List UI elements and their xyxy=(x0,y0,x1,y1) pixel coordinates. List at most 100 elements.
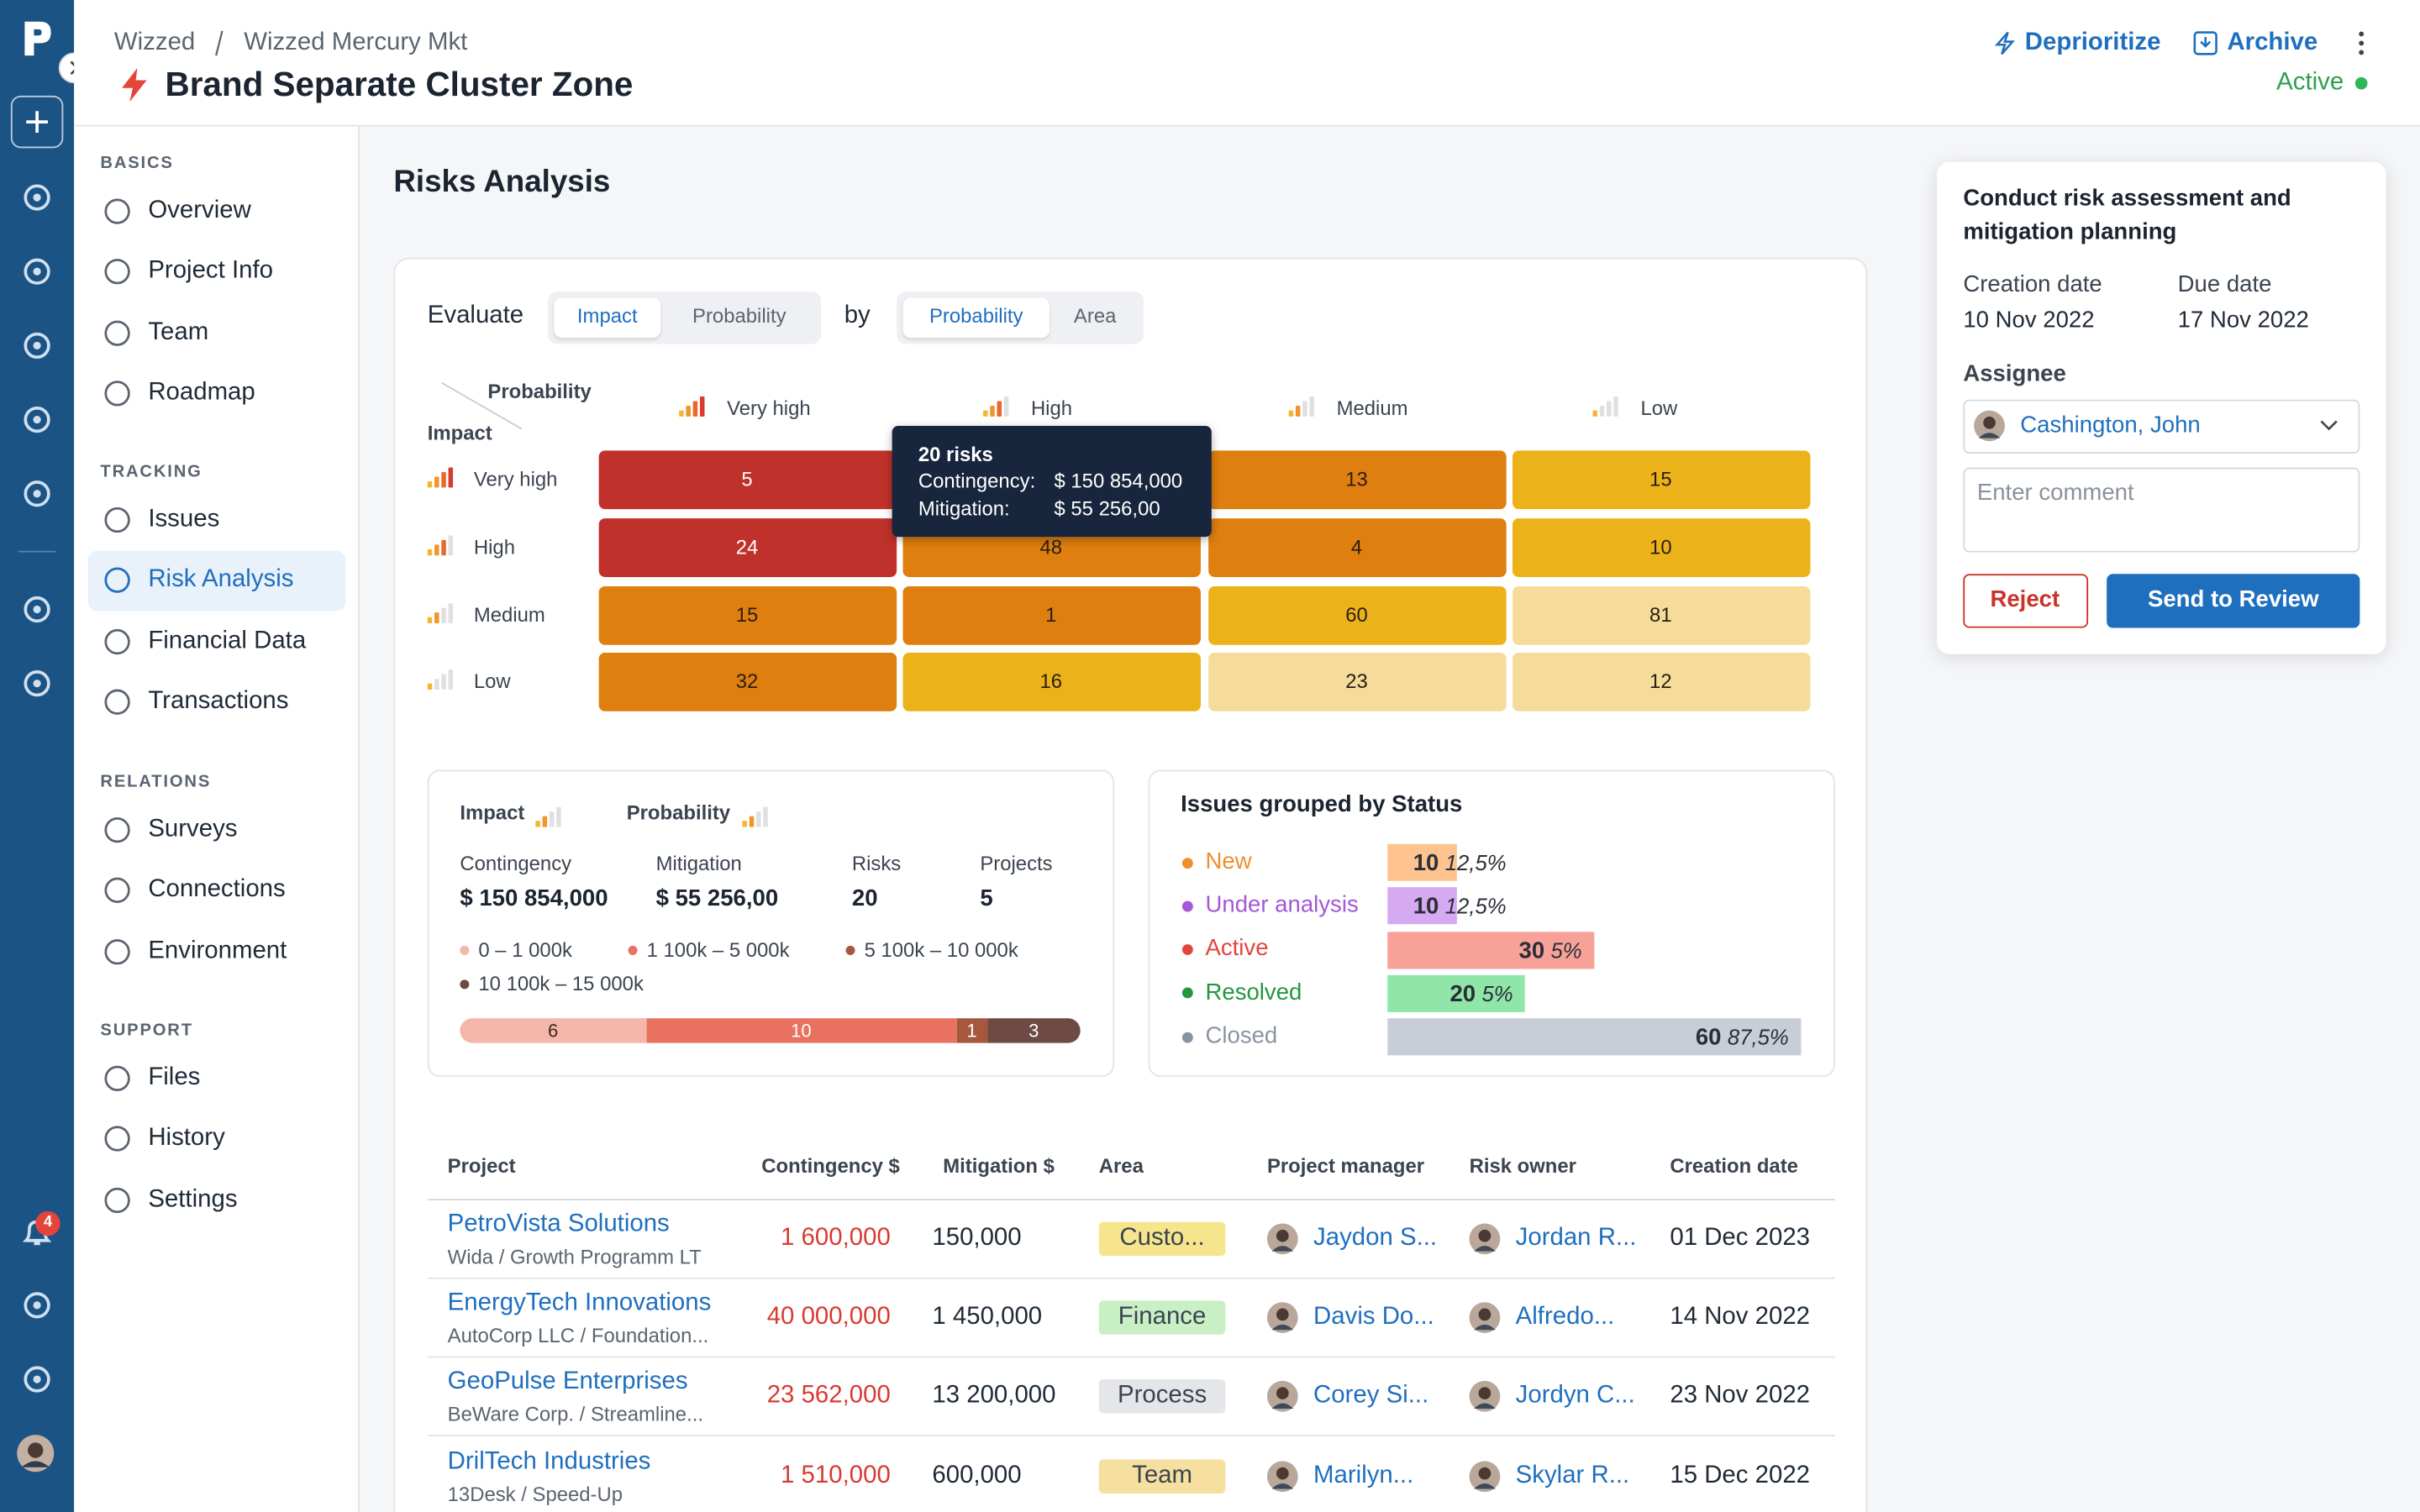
risk-owner[interactable]: Alfredo... xyxy=(1515,1304,1615,1331)
segment-option[interactable]: Probability xyxy=(692,303,786,328)
matrix-cell[interactable] xyxy=(1208,518,1507,577)
project-manager[interactable]: Corey Si... xyxy=(1313,1383,1429,1410)
segment-option[interactable]: Impact xyxy=(576,303,638,328)
rail-icon[interactable] xyxy=(24,1291,51,1319)
legend-dot xyxy=(845,945,855,955)
sidebar-item[interactable]: Connections xyxy=(148,876,286,904)
column-header: Risk owner xyxy=(1469,1153,1576,1178)
sidebar-item[interactable]: Settings xyxy=(148,1185,238,1213)
sidebar-item[interactable]: Financial Data xyxy=(148,627,307,654)
review-button[interactable] xyxy=(2107,574,2360,628)
segment-option[interactable]: Probability xyxy=(929,303,1023,328)
segment-count: 6 xyxy=(547,1019,559,1041)
matrix-cell[interactable] xyxy=(598,585,897,645)
risk-owner[interactable]: Jordyn C... xyxy=(1515,1383,1635,1410)
rail-icon[interactable] xyxy=(24,480,51,507)
project-manager[interactable]: Jaydon S... xyxy=(1313,1225,1438,1252)
rail-icon[interactable] xyxy=(24,1366,51,1394)
sidebar-icon xyxy=(104,507,130,533)
more-menu[interactable] xyxy=(2357,31,2366,55)
rail-icon[interactable] xyxy=(24,332,51,360)
deprioritize-icon[interactable] xyxy=(1994,31,2016,55)
filter-label: Probability xyxy=(626,801,731,824)
table-header-line xyxy=(427,1199,1835,1200)
review-label[interactable]: Send to Review xyxy=(2147,585,2319,612)
sidebar-item[interactable]: Team xyxy=(148,318,209,345)
sidebar-item[interactable]: Project Info xyxy=(148,258,273,285)
range-segment xyxy=(460,1018,646,1043)
level-icon xyxy=(983,396,1009,417)
sidebar-item[interactable]: Transactions xyxy=(148,688,289,715)
priority-icon xyxy=(122,67,147,102)
archive-icon[interactable] xyxy=(2193,31,2217,55)
matrix-cell[interactable] xyxy=(902,585,1201,645)
project-manager[interactable]: Marilyn... xyxy=(1313,1462,1414,1488)
sidebar-item[interactable]: Environment xyxy=(148,937,287,964)
segment-option[interactable]: Area xyxy=(1073,303,1117,328)
rail-icon[interactable] xyxy=(24,258,51,286)
breadcrumb[interactable]: Wizzed Mercury Mkt xyxy=(244,29,468,56)
matrix-cell[interactable] xyxy=(598,652,897,711)
project-client: Wida / Growth Programm LT xyxy=(447,1245,702,1268)
project-client: 13Desk / Speed-Up xyxy=(447,1482,623,1505)
matrix-cell[interactable] xyxy=(1512,450,1811,510)
project-name[interactable]: EnergyTech Innovations xyxy=(447,1289,712,1317)
matrix-cell[interactable] xyxy=(1512,652,1811,711)
matrix-cell[interactable] xyxy=(598,518,897,577)
column-header: Area xyxy=(1098,1153,1144,1178)
matrix-cell[interactable] xyxy=(1208,585,1507,645)
status-bar-label: 30 5% xyxy=(1518,936,1581,965)
rail-icon[interactable] xyxy=(24,669,51,697)
metric-label: Projects xyxy=(980,851,1053,875)
cell-value: 12 xyxy=(1649,669,1672,693)
manager-avatar xyxy=(1266,1460,1298,1492)
status-percent: 5% xyxy=(1550,937,1582,963)
deprioritize-action[interactable]: Deprioritize xyxy=(2024,29,2161,56)
project-name[interactable]: PetroVista Solutions xyxy=(447,1210,670,1238)
sidebar-item[interactable]: Roadmap xyxy=(148,379,255,407)
archive-action[interactable]: Archive xyxy=(2227,29,2318,56)
matrix-cell[interactable] xyxy=(1208,652,1507,711)
column-label: High xyxy=(1030,396,1073,420)
level-icon xyxy=(427,467,454,488)
level-icon xyxy=(535,806,561,827)
tooltip-value: $ 55 256,00 xyxy=(1054,496,1160,520)
add-button[interactable] xyxy=(10,95,64,149)
project-manager[interactable]: Davis Do... xyxy=(1313,1304,1434,1331)
notification-count: 4 xyxy=(43,1214,53,1231)
rail-icon[interactable] xyxy=(24,184,51,212)
field-value: 10 Nov 2022 xyxy=(1963,306,2095,333)
sidebar-item[interactable]: Surveys xyxy=(148,816,238,843)
tooltip-title: 20 risks xyxy=(918,443,993,466)
sidebar-item[interactable]: Risk Analysis xyxy=(148,566,294,593)
assignee-select[interactable] xyxy=(1963,399,2360,454)
mitigation: 600,000 xyxy=(932,1462,1022,1488)
column-header: Project manager xyxy=(1266,1153,1425,1178)
user-avatar[interactable] xyxy=(17,1435,55,1473)
breadcrumb[interactable]: Wizzed xyxy=(113,29,196,56)
matrix-cell[interactable] xyxy=(902,652,1201,711)
rail-icon[interactable] xyxy=(24,596,51,623)
sidebar-icon xyxy=(104,817,130,843)
sidebar-item[interactable]: Overview xyxy=(148,197,251,224)
sidebar-item[interactable]: History xyxy=(148,1125,225,1152)
project-name[interactable]: DrilTech Industries xyxy=(447,1448,651,1475)
sidebar-icon xyxy=(104,319,130,346)
risk-owner[interactable]: Jordan R... xyxy=(1515,1225,1637,1252)
rail-icon[interactable] xyxy=(24,406,51,433)
status-bar xyxy=(1387,931,1595,969)
status-count: 60 xyxy=(1695,1024,1722,1052)
sidebar-item[interactable]: Files xyxy=(148,1064,201,1091)
matrix-cell[interactable] xyxy=(1512,518,1811,577)
matrix-cell[interactable] xyxy=(1208,450,1507,510)
project-name[interactable]: GeoPulse Enterprises xyxy=(447,1369,688,1396)
status-bar xyxy=(1387,887,1457,925)
reject-label[interactable]: Reject xyxy=(1990,585,2060,612)
matrix-cell[interactable] xyxy=(598,450,897,510)
risk-owner[interactable]: Skylar R... xyxy=(1515,1462,1630,1488)
reject-button[interactable] xyxy=(1963,574,2089,628)
sidebar-item[interactable]: Issues xyxy=(148,506,220,533)
status-bar xyxy=(1387,974,1526,1012)
comment-input[interactable] xyxy=(1963,467,2360,553)
matrix-cell[interactable] xyxy=(1512,585,1811,645)
